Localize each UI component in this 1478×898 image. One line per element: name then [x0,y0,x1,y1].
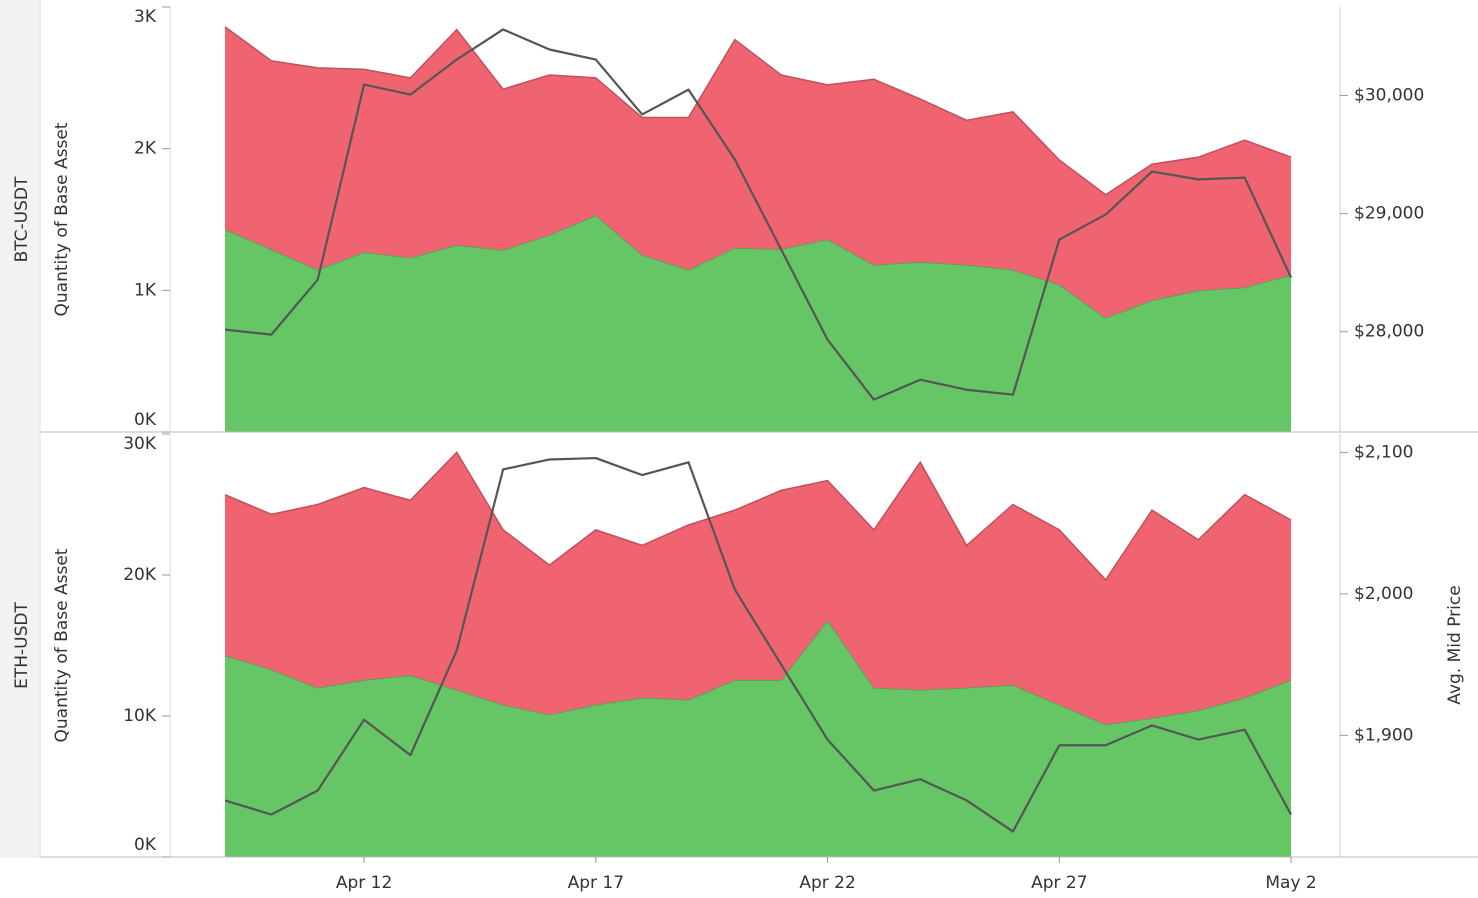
y-tick-label: 30K [123,434,157,454]
panel-label-strip [0,0,40,858]
y-tick-label: 1K [134,280,157,300]
area [225,26,1292,318]
x-tick-label: Apr 12 [336,873,392,893]
panel-label: ETH-USDT [12,602,32,689]
y-tick-label: 0K [134,410,157,430]
x-tick-label: May 2 [1265,873,1316,893]
y-tick-label: 3K [134,7,157,27]
y2-tick-label: $28,000 [1354,322,1424,342]
y-tick-label: 10K [123,706,157,726]
y2-tick-label: $29,000 [1354,204,1424,224]
y-axis-label: Quantity of Base Asset [52,548,72,742]
area [225,620,1292,857]
price-line [224,456,1293,833]
y-tick-label: 20K [123,565,157,585]
area [225,452,1292,725]
y2-tick-label: $2,100 [1354,442,1413,462]
y2-tick-label: $30,000 [1354,86,1424,106]
x-tick-label: Apr 27 [1031,873,1087,893]
x-tick-label: Apr 22 [799,873,855,893]
y2-axis-label: Avg. Mid Price [1445,585,1465,704]
y2-tick-label: $1,900 [1354,725,1413,745]
y-axis-label: Quantity of Base Asset [52,122,72,316]
panel-label: BTC-USDT [12,176,32,262]
y-tick-label: 0K [134,835,157,855]
y-tick-label: 2K [134,139,157,159]
area-edge [224,451,1292,582]
area [225,215,1292,432]
area-edge [224,26,1292,196]
price-line [224,28,1293,401]
x-tick-label: Apr 17 [568,873,624,893]
y2-tick-label: $2,000 [1354,584,1413,604]
